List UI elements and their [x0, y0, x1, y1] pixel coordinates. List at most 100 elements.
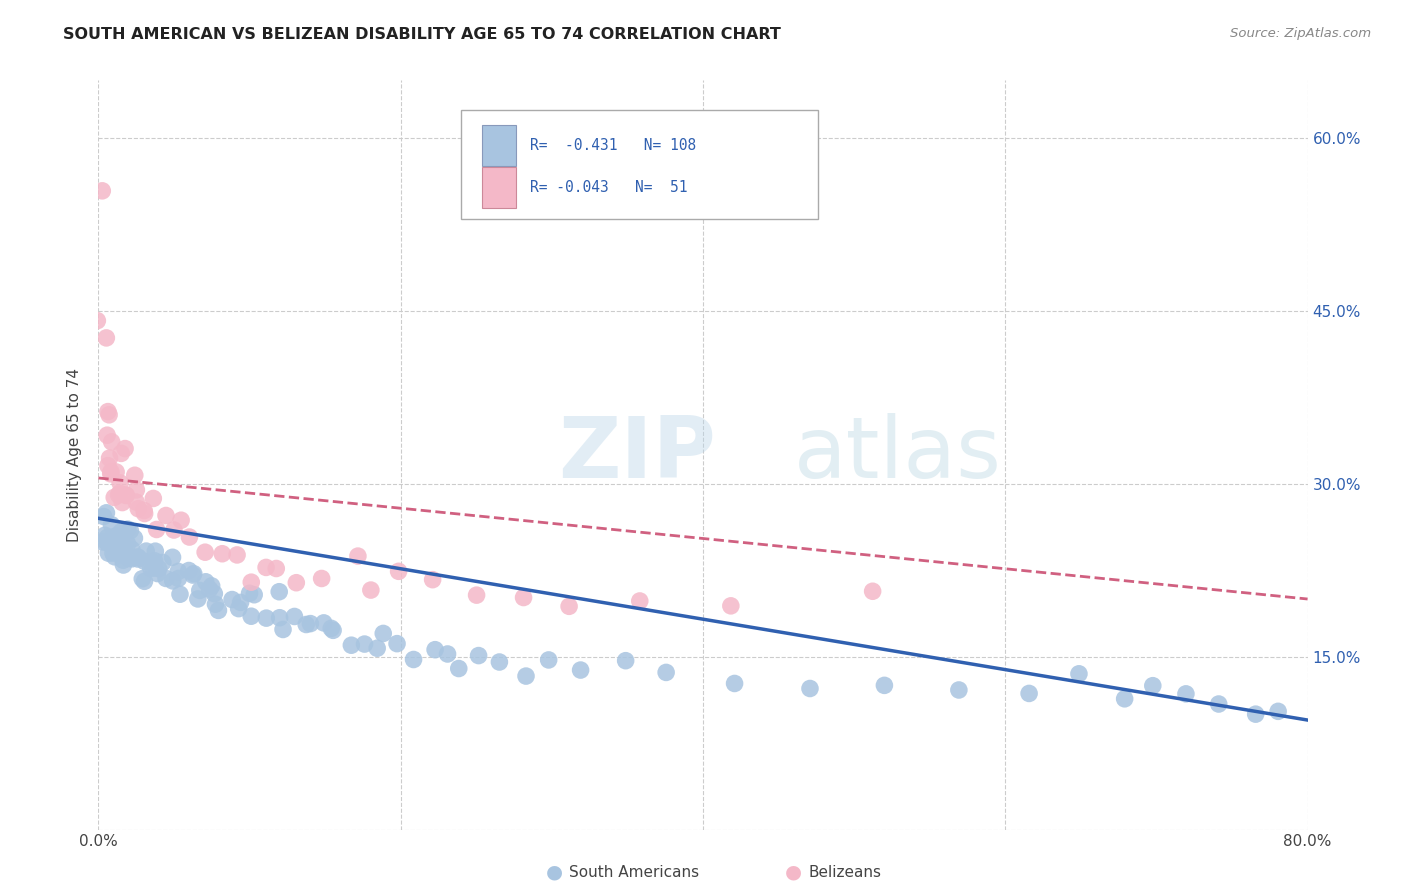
Point — [124, 531, 146, 545]
Point — [322, 624, 344, 638]
Point — [96, 506, 118, 520]
Point — [98, 451, 121, 466]
Point — [628, 594, 651, 608]
Point — [127, 550, 149, 565]
Point — [103, 533, 125, 547]
Point — [100, 517, 122, 532]
Text: SOUTH AMERICAN VS BELIZEAN DISABILITY AGE 65 TO 74 CORRELATION CHART: SOUTH AMERICAN VS BELIZEAN DISABILITY AG… — [63, 27, 782, 42]
Point — [127, 552, 149, 566]
Point — [117, 522, 139, 536]
Point — [155, 571, 177, 585]
Point — [143, 544, 166, 558]
Point — [723, 676, 745, 690]
Text: Belizeans: Belizeans — [808, 865, 882, 880]
Point — [112, 553, 135, 567]
Point — [108, 475, 131, 490]
Text: ZIP: ZIP — [558, 413, 716, 497]
Point — [720, 599, 742, 613]
Point — [269, 611, 291, 625]
Point — [254, 611, 277, 625]
Point — [131, 572, 153, 586]
Point — [204, 597, 226, 611]
Point — [385, 637, 408, 651]
Point — [201, 579, 224, 593]
Point — [1244, 707, 1267, 722]
Point — [360, 583, 382, 598]
Text: Source: ZipAtlas.com: Source: ZipAtlas.com — [1230, 27, 1371, 40]
Text: South Americans: South Americans — [569, 865, 700, 880]
Point — [436, 647, 458, 661]
Point — [537, 653, 560, 667]
Point — [134, 507, 156, 521]
Point — [142, 561, 165, 575]
Point — [100, 465, 122, 479]
Point — [162, 550, 184, 565]
Text: R= -0.043   N=  51: R= -0.043 N= 51 — [530, 180, 688, 195]
Point — [103, 537, 125, 551]
Point — [194, 574, 217, 589]
Point — [1267, 704, 1289, 718]
Point — [167, 571, 190, 585]
Point — [655, 665, 678, 680]
Point — [111, 495, 134, 509]
Point — [202, 587, 225, 601]
FancyBboxPatch shape — [482, 167, 516, 208]
Text: ●: ● — [785, 863, 801, 882]
Point — [1114, 691, 1136, 706]
Text: ●: ● — [546, 863, 562, 882]
Point — [114, 442, 136, 456]
Point — [402, 652, 425, 666]
Point — [240, 575, 263, 590]
Point — [254, 560, 277, 574]
Point — [148, 561, 170, 575]
Point — [240, 609, 263, 624]
Point — [110, 543, 132, 558]
Point — [799, 681, 821, 696]
Point — [614, 654, 637, 668]
Point — [1174, 687, 1197, 701]
Point — [353, 637, 375, 651]
Point — [96, 530, 118, 544]
Point — [285, 575, 308, 590]
Point — [558, 599, 581, 614]
Point — [97, 404, 120, 418]
Point — [1142, 679, 1164, 693]
Point — [125, 495, 148, 509]
Point — [423, 642, 446, 657]
Point — [100, 467, 122, 481]
Point — [388, 564, 411, 578]
Point — [86, 313, 108, 327]
Point — [134, 554, 156, 568]
Point — [101, 533, 124, 547]
Point — [187, 591, 209, 606]
Point — [269, 584, 291, 599]
Point — [121, 551, 143, 566]
Point — [114, 488, 136, 502]
Point — [146, 566, 169, 581]
Point — [295, 617, 318, 632]
Point — [155, 508, 177, 523]
Point — [862, 584, 884, 599]
Point — [515, 669, 537, 683]
Point — [221, 592, 243, 607]
Point — [239, 586, 262, 600]
Point — [96, 331, 118, 345]
Point — [181, 568, 204, 582]
Point — [167, 565, 190, 579]
Point — [207, 603, 229, 617]
Point — [873, 678, 896, 692]
Point — [97, 458, 120, 473]
Point — [142, 491, 165, 506]
Point — [366, 641, 388, 656]
Point — [107, 488, 129, 502]
Point — [312, 615, 335, 630]
FancyBboxPatch shape — [461, 111, 818, 219]
Point — [100, 434, 122, 449]
Point — [198, 582, 221, 597]
Point — [177, 564, 200, 578]
Point — [127, 550, 149, 565]
Point — [447, 661, 470, 675]
Point — [115, 488, 138, 502]
Point — [139, 561, 162, 575]
Point — [125, 483, 148, 497]
